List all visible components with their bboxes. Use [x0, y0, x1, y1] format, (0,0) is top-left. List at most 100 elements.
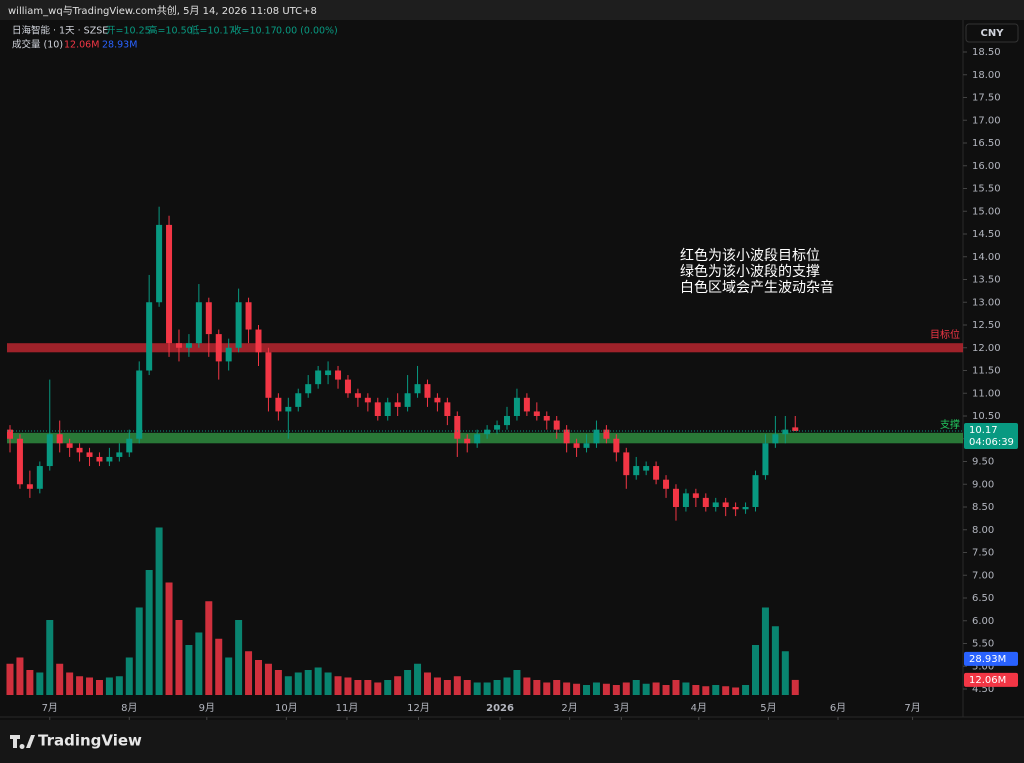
- candle-body: [295, 393, 302, 407]
- y-tick-label: 18.50: [972, 47, 1001, 58]
- volume-bar: [135, 607, 143, 695]
- candle-body: [56, 434, 63, 444]
- volume-bar: [791, 679, 799, 695]
- volume-bar: [125, 657, 133, 695]
- x-tick-label: 4月: [691, 702, 707, 714]
- zone-label: 目标位: [930, 328, 960, 341]
- volume-bar: [742, 685, 750, 695]
- volume-bar: [46, 620, 54, 695]
- last-volume-label-box: [964, 672, 1018, 687]
- volume-bar: [274, 670, 282, 695]
- candle-body: [245, 302, 252, 330]
- y-tick-label: 17.00: [972, 115, 1001, 126]
- candle-body: [16, 438, 23, 485]
- candle-body: [593, 429, 600, 444]
- zone: [7, 432, 963, 444]
- candle-body: [205, 302, 212, 335]
- bottom-bar: [0, 720, 1024, 763]
- zone: [7, 343, 963, 353]
- candle-body: [603, 429, 610, 439]
- volume-bar: [712, 685, 720, 695]
- candle-body: [702, 497, 709, 507]
- candle-body: [474, 434, 481, 444]
- volume-bar: [433, 677, 441, 695]
- symbol: 日海智能 · 1天 · SZSE: [12, 25, 108, 37]
- x-tick-label: 12月: [407, 702, 430, 714]
- y-tick-label: 6.50: [972, 593, 994, 604]
- y-tick-label: 8.00: [972, 525, 994, 536]
- volume-bar: [294, 672, 302, 695]
- candle-body: [633, 466, 640, 476]
- candle-body: [424, 384, 431, 398]
- candle-body: [215, 334, 222, 362]
- candle-body: [434, 397, 441, 403]
- brand: TradingView: [38, 732, 142, 750]
- candle-body: [354, 393, 361, 398]
- candle-body: [255, 329, 262, 353]
- volume-bar: [394, 676, 402, 695]
- candle-body: [444, 402, 451, 416]
- volume-bar: [632, 680, 640, 695]
- candle-body: [573, 443, 580, 448]
- volume-bar: [235, 620, 243, 695]
- candle-body: [275, 397, 282, 412]
- candle-body: [504, 416, 510, 426]
- y-tick-label: 9.50: [972, 457, 994, 468]
- candle-body: [742, 507, 749, 510]
- zone-label: 支撑: [940, 418, 960, 431]
- candle-body: [643, 466, 650, 471]
- candle-body: [126, 438, 133, 453]
- volume-bar: [652, 682, 660, 695]
- candle-body: [464, 438, 471, 444]
- candle-body: [682, 493, 689, 507]
- volume-bar: [642, 683, 650, 695]
- volume-bar: [622, 682, 630, 695]
- volume-bar: [16, 657, 24, 695]
- candle-body: [762, 443, 769, 476]
- x-tick-label: 11月: [336, 702, 359, 714]
- currency: CNY: [981, 28, 1005, 39]
- candle-body: [404, 393, 411, 407]
- volume-bar: [761, 607, 769, 695]
- volume-bar: [473, 682, 481, 695]
- candle-body: [315, 370, 322, 385]
- x-tick-label: 8月: [121, 702, 137, 714]
- candle-body: [533, 411, 540, 416]
- y-tick-label: 14.00: [972, 252, 1001, 263]
- candle-body: [663, 479, 670, 489]
- volume-bar: [404, 670, 412, 695]
- ohlc-label: 0.00 (0.00%): [276, 26, 338, 37]
- ohlc-label: 高=10.50: [148, 25, 193, 37]
- candle-body: [116, 452, 123, 457]
- volume-bar: [602, 683, 610, 695]
- volume-bar: [692, 685, 700, 695]
- candle-body: [672, 488, 679, 507]
- volume-bar: [334, 676, 342, 695]
- ohlc-label: 开=10.25: [106, 26, 151, 37]
- logo: [10, 735, 35, 749]
- volume-bar: [364, 680, 372, 695]
- y-tick-label: 9.00: [972, 479, 994, 490]
- volume-bar: [195, 632, 203, 695]
- x-tick-label: 7月: [42, 702, 58, 714]
- candle-body: [325, 370, 332, 376]
- volume-bar: [573, 683, 581, 695]
- volume-bar: [771, 626, 779, 695]
- watermark: william_wq与TradingView.com共创, 5月 14, 202…: [8, 4, 317, 17]
- volume-bar: [443, 680, 451, 695]
- volume-bar: [205, 601, 213, 695]
- candle-body: [195, 302, 202, 344]
- volume-bar: [56, 663, 64, 695]
- volume-bar: [374, 682, 382, 695]
- y-tick-label: 13.50: [972, 275, 1001, 286]
- volume-bar: [732, 687, 740, 695]
- candle-body: [653, 466, 660, 480]
- candle-body: [722, 502, 729, 507]
- volume-bar: [453, 676, 461, 695]
- volume-bar: [284, 676, 292, 695]
- candle-body: [792, 427, 799, 432]
- candle-body: [414, 384, 421, 394]
- volume-bar: [702, 686, 710, 695]
